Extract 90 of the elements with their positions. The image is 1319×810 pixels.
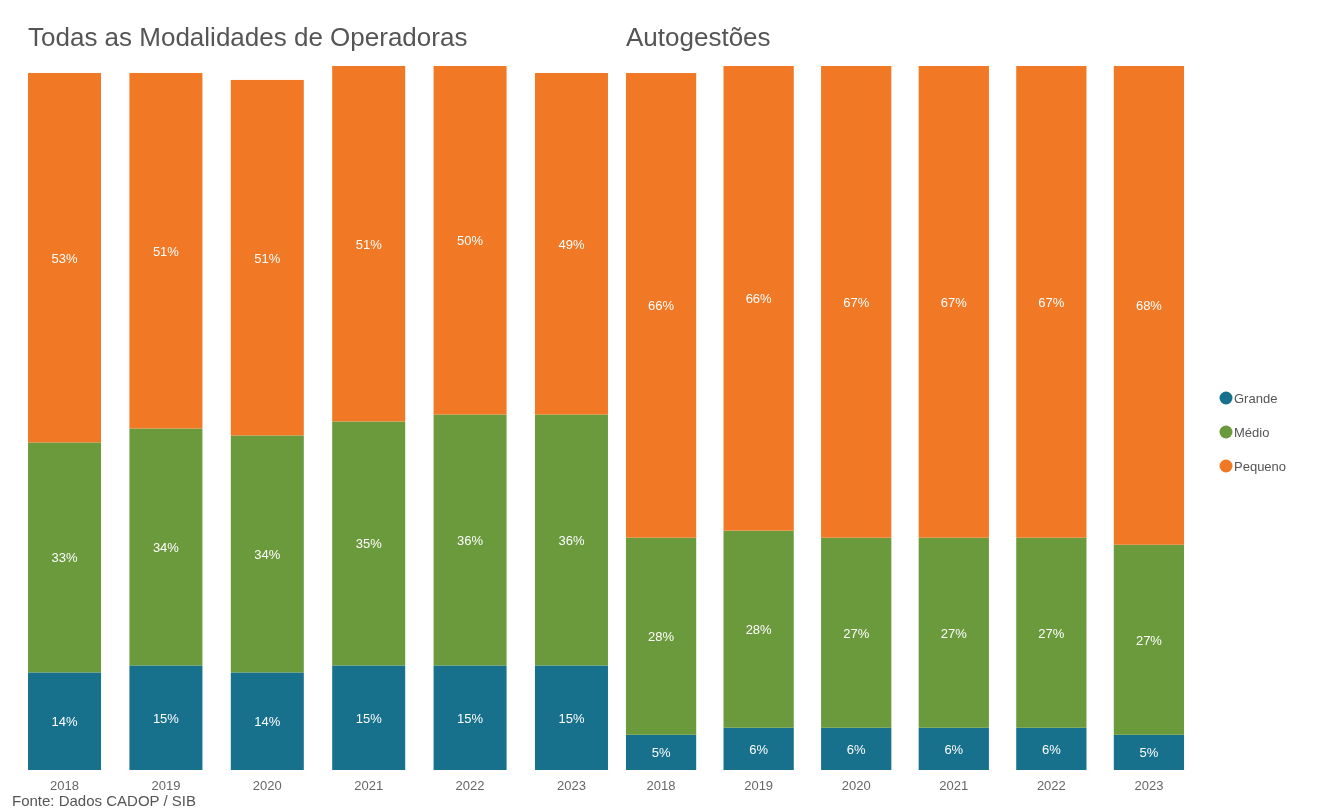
- bar: [332, 665, 406, 770]
- bar: [821, 727, 892, 770]
- x-tick-label: 2020: [252, 778, 282, 793]
- data-label: 28%: [648, 629, 675, 645]
- bar: [1016, 727, 1087, 770]
- bar: [129, 665, 203, 770]
- chart-title: Autogestões: [626, 22, 771, 52]
- data-label: 49%: [558, 236, 585, 252]
- bar: [129, 72, 203, 429]
- data-label: 36%: [558, 532, 585, 548]
- data-label: 27%: [1135, 632, 1163, 648]
- source-note: Fonte: Dados CADOP / SIB: [12, 792, 196, 809]
- x-tick-label: 2022: [455, 778, 485, 793]
- legend-label: Médio: [1234, 425, 1270, 440]
- bar: [1113, 544, 1185, 735]
- bar: [1016, 66, 1087, 538]
- bar: [28, 442, 102, 673]
- data-label: 14%: [51, 714, 78, 730]
- legend-label: Pequeno: [1234, 459, 1287, 474]
- data-label: 27%: [843, 625, 870, 641]
- data-label: 28%: [745, 622, 773, 638]
- data-label: 51%: [254, 250, 281, 266]
- data-label: 66%: [745, 291, 773, 307]
- bar: [433, 66, 507, 415]
- data-label: 15%: [457, 710, 484, 726]
- bar: [1113, 734, 1185, 770]
- data-label: 53%: [51, 250, 78, 266]
- bar: [821, 66, 892, 538]
- data-label: 15%: [355, 710, 383, 726]
- x-tick-label: 2018: [50, 778, 79, 793]
- legend-label: Grande: [1234, 391, 1278, 406]
- data-label: 6%: [749, 741, 769, 757]
- data-label: 36%: [457, 532, 484, 548]
- bar: [433, 414, 507, 666]
- bar: [625, 734, 697, 770]
- bar: [723, 530, 794, 728]
- data-label: 33%: [51, 550, 78, 566]
- bar: [625, 537, 697, 735]
- data-label: 6%: [944, 741, 964, 757]
- bar: [230, 79, 304, 436]
- data-label: 67%: [843, 294, 870, 310]
- data-label: 14%: [254, 714, 281, 730]
- bar: [1113, 66, 1185, 545]
- bar: [534, 665, 608, 770]
- data-label: 67%: [940, 294, 968, 310]
- bar: [129, 428, 203, 666]
- chart-title: Todas as Modalidades de Operadoras: [28, 22, 468, 52]
- x-tick-label: 2018: [646, 778, 676, 793]
- bar: [230, 435, 304, 673]
- x-tick-label: 2023: [1134, 778, 1164, 793]
- data-label: 51%: [152, 243, 180, 259]
- data-label: 35%: [355, 536, 383, 552]
- bar: [230, 672, 304, 770]
- data-label: 67%: [1038, 294, 1065, 310]
- x-tick-label: 2019: [151, 778, 181, 793]
- bar: [723, 66, 794, 531]
- bar: [332, 66, 406, 422]
- bar: [332, 421, 406, 666]
- bar: [723, 727, 794, 770]
- bar: [1016, 537, 1087, 728]
- x-tick-label: 2023: [557, 778, 586, 793]
- x-tick-label: 2019: [744, 778, 774, 793]
- data-label: 5%: [651, 745, 671, 761]
- bar: [534, 414, 608, 666]
- bar: [625, 73, 697, 538]
- data-label: 5%: [1139, 745, 1159, 761]
- x-tick-label: 2022: [1036, 778, 1066, 793]
- data-label: 15%: [152, 710, 180, 726]
- x-tick-label: 2021: [939, 778, 969, 793]
- bar: [433, 665, 507, 770]
- data-label: 34%: [254, 546, 281, 562]
- data-label: 27%: [1038, 625, 1065, 641]
- bar: [821, 537, 892, 728]
- bar: [918, 537, 989, 728]
- bar: [918, 727, 989, 770]
- data-label: 68%: [1135, 298, 1163, 314]
- data-label: 6%: [846, 741, 867, 757]
- data-label: 6%: [1041, 741, 1062, 757]
- x-tick-label: 2021: [354, 778, 384, 793]
- bar: [28, 72, 102, 443]
- data-label: 66%: [648, 298, 675, 314]
- bar: [28, 672, 102, 770]
- data-label: 50%: [457, 233, 484, 249]
- x-tick-label: 2020: [841, 778, 871, 793]
- bar: [534, 72, 608, 415]
- data-label: 27%: [940, 625, 968, 641]
- data-label: 51%: [355, 236, 383, 252]
- data-label: 15%: [558, 710, 585, 726]
- bar: [918, 66, 989, 538]
- data-label: 34%: [152, 539, 180, 555]
